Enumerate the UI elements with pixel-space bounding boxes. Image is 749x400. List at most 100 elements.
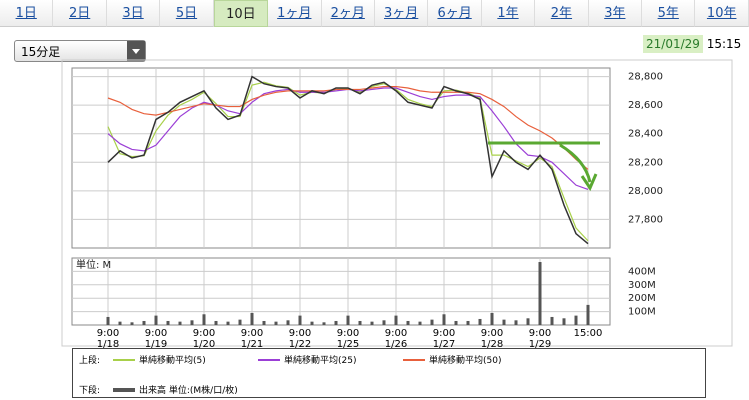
x-tick-label: 9:00 1/19: [144, 328, 168, 350]
price-panel: [71, 67, 611, 249]
bar: [142, 320, 146, 325]
bar: [190, 320, 194, 325]
legend-upper: 上段:: [79, 356, 101, 366]
tab[interactable]: 1ヶ月: [268, 0, 322, 27]
interval-select[interactable]: 15分足: [14, 40, 146, 62]
x-tick-label: 9:00 1/27: [432, 328, 456, 350]
price-line: [107, 75, 589, 245]
bar: [586, 304, 590, 325]
tab[interactable]: 6ヶ月: [428, 0, 482, 27]
y-tick-label: 28,000: [628, 186, 663, 197]
select-arrow: [127, 41, 145, 61]
x-tick-label: 9:00 1/29: [528, 328, 552, 350]
y-tick-label: 27,800: [628, 214, 663, 225]
y-tick-label: 28,600: [628, 100, 663, 111]
tab[interactable]: 5日: [160, 0, 214, 27]
bar: [502, 319, 506, 325]
bar: [430, 319, 434, 325]
x-tick-label: 9:00 1/26: [384, 328, 408, 350]
y-tick-label: 100M: [628, 307, 656, 318]
tab[interactable]: 2年: [535, 0, 589, 27]
bar: [514, 320, 518, 325]
timestamp: 21/01/29 15:15: [643, 35, 742, 53]
bar: [346, 315, 350, 325]
legend-label: 出来高 単位:(M株/口/枚): [139, 386, 238, 396]
bar: [274, 321, 278, 325]
tab[interactable]: 2日: [53, 0, 107, 27]
legend-item: 単純移動平均(50): [403, 353, 501, 366]
legend-swatch: [113, 358, 135, 361]
y-tick-label: 28,200: [628, 157, 663, 168]
bar: [250, 312, 254, 325]
tab[interactable]: 3日: [106, 0, 161, 27]
select-text: 15分足: [21, 45, 61, 59]
annotation-arrowhead: [580, 173, 598, 192]
bar: [466, 320, 470, 325]
tab[interactable]: 3ヶ月: [374, 0, 429, 27]
bar: [238, 319, 242, 325]
legend-label: 単純移動平均(50): [429, 356, 502, 366]
bar: [490, 312, 494, 325]
tab[interactable]: 10日: [213, 0, 269, 27]
legend: 上段: 下段: 単純移動平均(5) 単純移動平均(25) 単純移動平均(50) 出来高…: [72, 348, 706, 398]
bar: [202, 314, 206, 325]
tab[interactable]: 1日: [0, 0, 54, 27]
y-tick-label: 28,400: [628, 129, 663, 140]
bar: [226, 321, 230, 325]
y-tick-label: 300M: [628, 280, 656, 291]
x-tick-label: 15:00: [573, 328, 603, 339]
timestamp-time: 15:15: [706, 37, 742, 51]
y-tick-label: 28,800: [628, 72, 663, 83]
legend-swatch: [403, 358, 425, 361]
bar: [286, 320, 290, 325]
bar: [442, 314, 446, 325]
y-tick-label: 400M: [628, 266, 656, 277]
bar: [334, 320, 338, 325]
x-tick-label: 9:00 1/25: [336, 328, 360, 350]
volume-panel: [71, 257, 611, 326]
moving-average: [107, 85, 589, 170]
x-tick-label: 9:00 1/18: [96, 328, 120, 350]
tab-bar: 1日 2日 3日 5日 10日 1ヶ月 2ヶ月 3ヶ月 6ヶ月 1年 2年 3年 5年 10年: [0, 0, 749, 28]
bar: [454, 320, 458, 325]
x-tick-label: 9:00 1/21: [240, 328, 264, 350]
legend-swatch: [258, 358, 280, 361]
tab[interactable]: 2ヶ月: [321, 0, 375, 27]
tab[interactable]: 10年: [695, 0, 749, 27]
legend-swatch: [113, 387, 135, 392]
legend-label: 単純移動平均(5): [139, 356, 206, 366]
bar: [166, 320, 170, 325]
chart: 27,800 28,000 28,200 28,400 28,600 28,800 100M…: [61, 59, 733, 347]
bar: [574, 315, 578, 325]
bar: [418, 321, 422, 325]
bar: [370, 321, 374, 325]
bar: [526, 318, 530, 325]
axis-label: 単位: M: [76, 258, 111, 271]
bar: [358, 320, 362, 325]
bar: [382, 320, 386, 325]
y-tick-label: 200M: [628, 293, 656, 304]
tab[interactable]: 1年: [481, 0, 536, 27]
tab[interactable]: 3年: [588, 0, 643, 27]
bar: [178, 321, 182, 325]
legend-item: 単純移動平均(25): [258, 353, 356, 366]
bar: [562, 318, 566, 325]
tab[interactable]: 5年: [642, 0, 696, 27]
bar: [538, 262, 542, 325]
bar: [478, 318, 482, 325]
x-tick-label: 9:00 1/28: [480, 328, 504, 350]
bar: [106, 316, 110, 325]
legend-item: 出来高 単位:(M株/口/枚): [113, 383, 238, 396]
bar: [406, 320, 410, 325]
timestamp-date: 21/01/29: [643, 35, 703, 53]
bar: [214, 320, 218, 325]
bar: [394, 315, 398, 325]
bar: [310, 321, 314, 325]
x-tick-label: 9:00 1/20: [192, 328, 216, 350]
legend-item: 単純移動平均(5): [113, 353, 206, 366]
chart-frame: [61, 59, 733, 347]
bar: [130, 322, 134, 325]
legend-label: 単純移動平均(25): [284, 356, 357, 366]
legend-lower: 下段:: [79, 386, 101, 396]
